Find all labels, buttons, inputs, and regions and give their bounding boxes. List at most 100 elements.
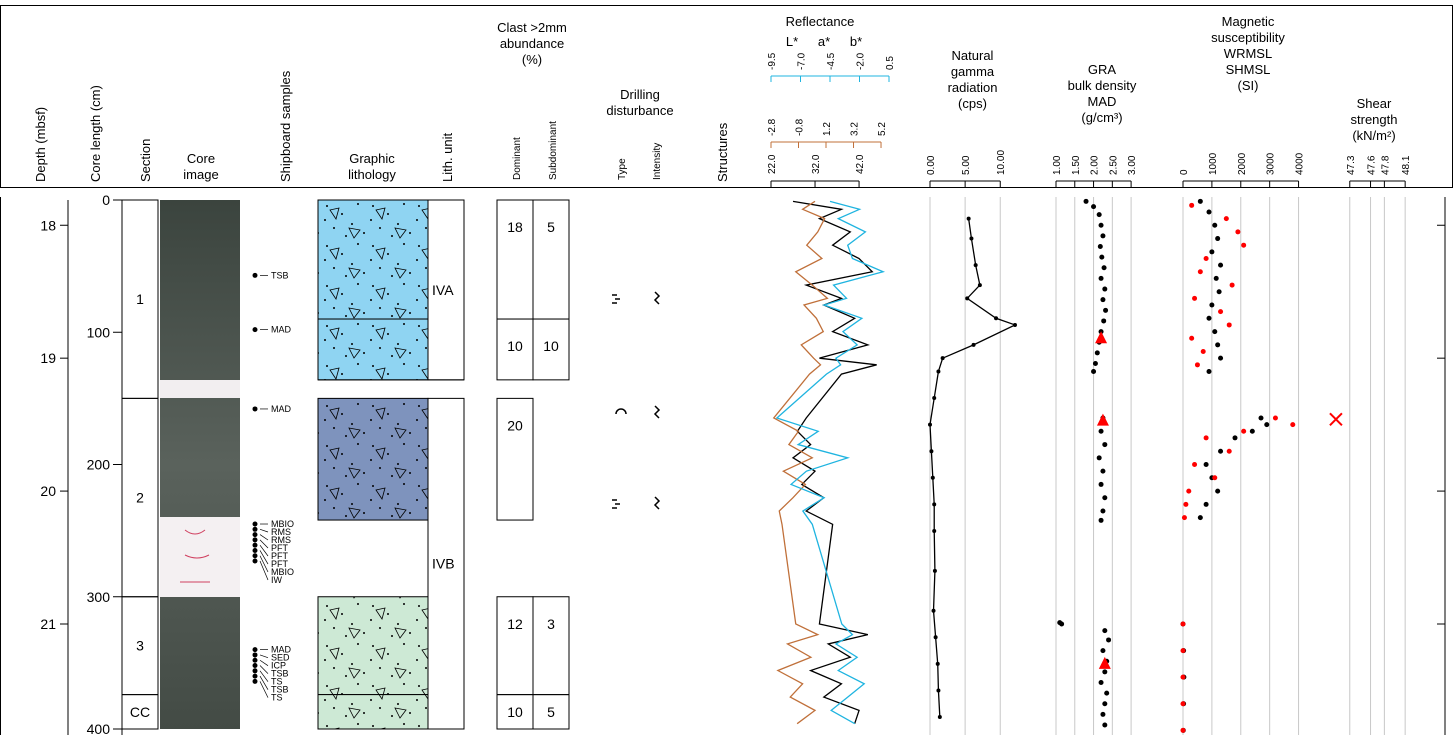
data-point: [1102, 442, 1108, 448]
data-point: [1209, 302, 1215, 308]
data-point: [1096, 212, 1102, 218]
sample-leader: [259, 675, 269, 690]
data-point: [1180, 621, 1186, 627]
sample-leader: [259, 665, 269, 674]
panel-title: susceptibility: [1211, 30, 1285, 45]
data-point: [1180, 701, 1186, 707]
sample-label: TS: [271, 693, 283, 703]
core-image-header: Core: [187, 151, 215, 166]
data-point: [1264, 422, 1270, 428]
data-point: [1241, 242, 1247, 248]
axis-tick-label: 0.00: [926, 155, 937, 175]
data-point: [1092, 360, 1098, 366]
sample-dot: [252, 668, 258, 674]
data-point: [1192, 295, 1198, 301]
data-point: [1218, 448, 1224, 454]
panel-title: (cps): [958, 96, 987, 111]
sample-label: MAD: [271, 645, 292, 655]
axis-tick-label: -4.5: [826, 52, 837, 70]
data-point: [935, 661, 940, 666]
data-point: [1103, 307, 1109, 313]
data-point: [1013, 322, 1017, 327]
clast-box: [496, 199, 534, 320]
sample-dot: [252, 542, 258, 548]
data-point: [1096, 455, 1102, 461]
sample-leader: [259, 550, 269, 565]
data-point: [1203, 435, 1209, 441]
data-triangle: [1095, 331, 1108, 344]
data-point: [1180, 727, 1186, 733]
dominant-header: Dominant: [512, 137, 523, 180]
data-point: [1226, 322, 1232, 328]
panel-unit: (g/cm³): [1081, 110, 1122, 125]
sample-dot: [252, 558, 258, 564]
data-point: [1189, 202, 1195, 208]
axis-tick-label: 1000: [1208, 152, 1219, 175]
clast-box: [532, 694, 570, 730]
axis-tick-label: 47.8: [1380, 155, 1391, 175]
axis-tick-label: 2000: [1237, 152, 1248, 175]
data-point: [1102, 495, 1108, 501]
sample-label: ICP: [271, 661, 286, 671]
axis-tick-label: 5.00: [961, 155, 972, 175]
data-point: [1206, 315, 1212, 321]
lith-unit-label: IVB: [432, 556, 455, 572]
section-label: 2: [136, 490, 144, 506]
data-point: [1215, 488, 1221, 494]
sample-dot: [252, 678, 258, 684]
clast-dominant: 10: [507, 338, 523, 354]
clast-subdominant: 5: [547, 704, 555, 720]
data-point: [1218, 262, 1224, 268]
depth-tick-label: 18: [40, 217, 56, 233]
data-point: [1181, 515, 1187, 521]
data-point: [1098, 428, 1104, 434]
data-point: [1098, 481, 1104, 487]
panel-title: gamma: [951, 64, 995, 79]
data-point: [1189, 335, 1195, 341]
sample-dot: [252, 272, 258, 278]
data-point: [1223, 216, 1229, 222]
sample-dot: [252, 521, 258, 527]
data-point: [1180, 648, 1186, 654]
intensity-header: Intensity: [652, 143, 663, 180]
data-point: [1203, 501, 1209, 507]
clast-box: [532, 199, 570, 320]
axis-tick-label: 0.5: [885, 56, 896, 70]
lith-unit-label: IVA: [432, 282, 454, 298]
depth-header: Depth (mbsf): [33, 107, 48, 182]
data-point: [1215, 342, 1221, 348]
sample-leader: [259, 560, 269, 581]
disturbance-header: disturbance: [606, 103, 673, 118]
legend-entry: MAD: [1088, 94, 1117, 109]
section-label: 1: [136, 291, 144, 307]
series-line: [772, 200, 829, 725]
data-point: [930, 475, 935, 480]
data-point: [1226, 448, 1232, 454]
axis-tick-label: 5.2: [877, 122, 888, 136]
core-tick-label: 100: [87, 324, 111, 340]
data-point: [932, 528, 937, 533]
data-point: [1206, 209, 1212, 215]
data-point: [1091, 368, 1097, 374]
data-point: [1192, 462, 1198, 467]
legend-entry: L*: [786, 34, 798, 49]
panel-title: radiation: [948, 80, 998, 95]
clast-box: [496, 397, 534, 521]
sample-leader: [259, 654, 269, 658]
series-line: [775, 200, 886, 725]
legend-entry: a*: [818, 34, 830, 49]
clast-header: (%): [522, 52, 542, 67]
data-point: [1229, 282, 1235, 288]
sample-label: PFT: [271, 543, 289, 553]
data-point: [1102, 701, 1108, 707]
data-point: [1100, 468, 1106, 474]
data-point: [1235, 229, 1241, 235]
sample-dot: [252, 553, 258, 559]
data-point: [1212, 329, 1218, 335]
panel-title: Shear: [1357, 96, 1392, 111]
sample-label: PFT: [271, 559, 289, 569]
clast-box: [532, 596, 570, 696]
axis-tick-label: 3.00: [1127, 155, 1138, 175]
data-point: [1290, 422, 1296, 428]
lithology-pattern: [318, 694, 428, 729]
